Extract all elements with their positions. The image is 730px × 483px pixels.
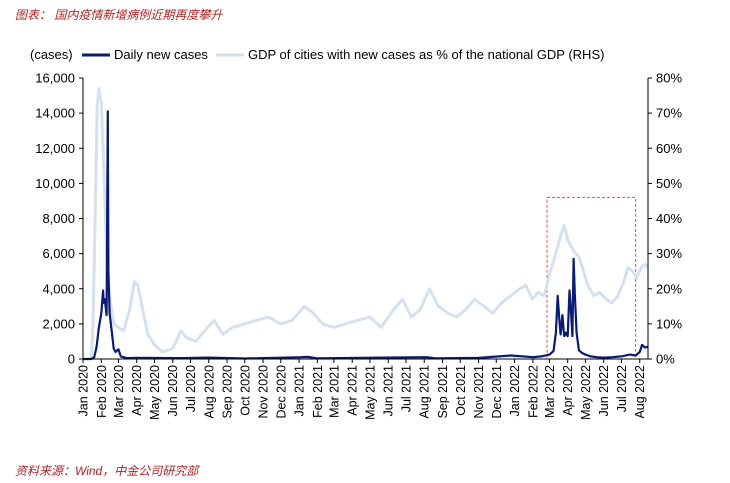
x-tick-label: Jan 2021 [293, 365, 307, 416]
x-tick-label: Apr 2022 [561, 365, 575, 416]
x-tick-label: Sep 2021 [436, 365, 450, 419]
y-tick-label-left: 2,000 [42, 316, 75, 331]
x-tick-label: Mar 2022 [543, 365, 557, 418]
series-line-gdp [89, 87, 650, 360]
y-tick-label-left: 14,000 [35, 106, 75, 121]
y-tick-label-right: 70% [656, 106, 682, 121]
x-tick-label: Aug 2021 [418, 365, 432, 419]
x-tick-label: Aug 2022 [633, 365, 647, 419]
x-tick-label: Oct 2020 [238, 365, 252, 416]
figure-source: 资料来源：Wind，中金公司研究部 [15, 464, 199, 478]
left-axis-unit: (cases) [30, 47, 73, 62]
x-tick-label: Jul 2021 [399, 365, 413, 412]
x-tick-label: Dec 2021 [490, 365, 504, 419]
x-tick-label: Nov 2020 [257, 365, 271, 419]
y-tick-label-left: 12,000 [35, 141, 75, 156]
x-tick-label: Apr 2020 [130, 365, 144, 416]
y-tick-label-right: 40% [656, 211, 682, 226]
x-tick-label: Oct 2021 [454, 365, 468, 416]
y-tick-label-right: 0% [656, 352, 675, 367]
x-tick-label: Apr 2021 [346, 365, 360, 416]
y-tick-label-left: 8,000 [42, 211, 75, 226]
x-tick-label: Jan 2022 [508, 365, 522, 416]
legend-label-gdp: GDP of cities with new cases as % of the… [248, 47, 604, 62]
series-line-cases [83, 110, 649, 361]
x-tick-label: Nov 2021 [472, 365, 486, 419]
x-tick-label: May 2022 [579, 365, 593, 420]
x-tick-label: Jun 2022 [597, 365, 611, 416]
x-tick-label: May 2021 [363, 365, 377, 420]
x-tick-label: Feb 2020 [95, 365, 109, 418]
y-tick-label-left: 10,000 [35, 176, 75, 191]
y-tick-label-left: 4,000 [42, 281, 75, 296]
x-tick-label: Jun 2021 [382, 365, 396, 416]
x-tick-label: Jul 2020 [184, 365, 198, 412]
figure-title: 图表： 国内疫情新增病例近期再度攀升 [15, 8, 223, 22]
gdp-series-layer [89, 87, 650, 360]
y-tick-label-right: 80% [656, 71, 682, 86]
y-tick-label-right: 50% [656, 176, 682, 191]
x-tick-label: Jul 2022 [615, 365, 629, 412]
x-tick-label: Jun 2020 [166, 365, 180, 416]
y-tick-label-right: 20% [656, 281, 682, 296]
y-tick-label-left: 16,000 [35, 71, 75, 86]
x-tick-label: May 2020 [148, 365, 162, 420]
x-tick-label: Mar 2021 [327, 365, 341, 418]
legend-label-cases: Daily new cases [114, 47, 208, 62]
y-tick-label-left: 6,000 [42, 246, 75, 261]
x-tick-label: Dec 2020 [274, 365, 288, 419]
cases-series-layer [83, 110, 649, 361]
x-tick-label: Jan 2020 [77, 365, 91, 416]
y-tick-label-right: 60% [656, 141, 682, 156]
x-tick-label: Mar 2020 [112, 365, 126, 418]
y-tick-label-right: 10% [656, 316, 682, 331]
axes-layer: 0 2,000 4,000 6,000 8,000 10,000 12,000 14,000 1… [35, 71, 682, 420]
y-tick-label-right: 30% [656, 246, 682, 261]
x-tick-label: Sep 2020 [221, 365, 235, 419]
y-tick-label-left: 0 [68, 352, 75, 367]
legend: (cases) Daily new cases GDP of cities wi… [30, 47, 604, 62]
x-tick-label: Feb 2022 [526, 365, 540, 418]
x-tick-label: Feb 2021 [311, 365, 325, 418]
x-tick-label: Aug 2020 [202, 365, 216, 419]
